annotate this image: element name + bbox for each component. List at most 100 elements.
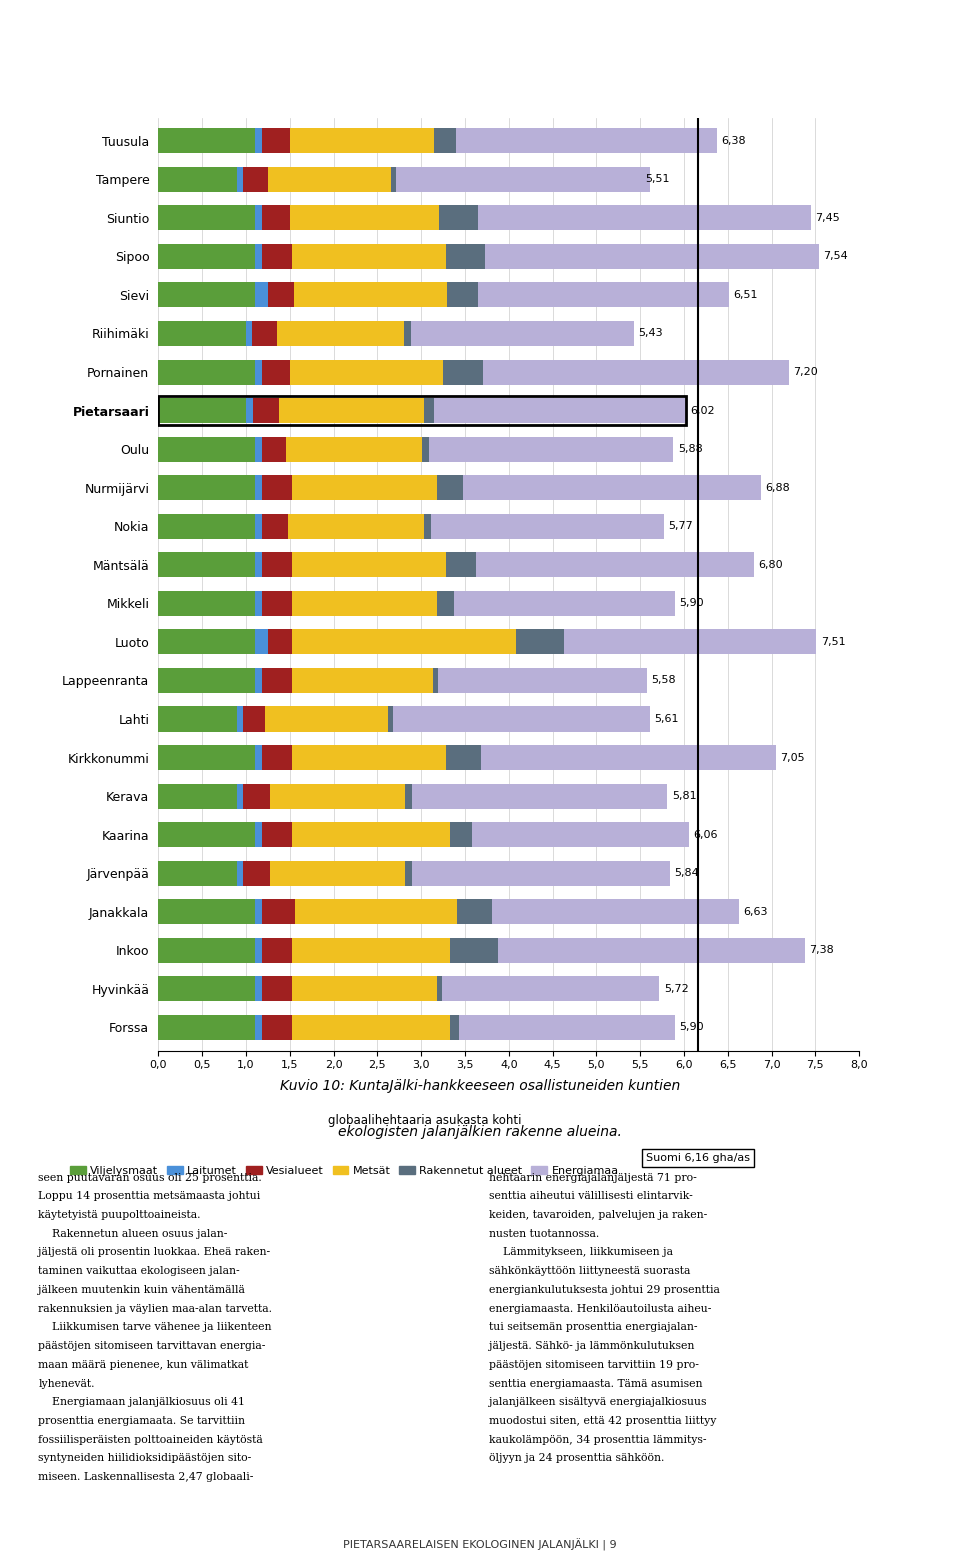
Bar — [288, 514, 423, 539]
Bar — [413, 861, 670, 886]
Bar — [158, 321, 246, 347]
Bar — [244, 784, 270, 809]
Text: 5,61: 5,61 — [654, 713, 679, 724]
Bar — [268, 629, 293, 654]
Bar — [437, 591, 454, 616]
Bar — [246, 321, 252, 347]
Text: ekologisten jalanjälkien rakenne alueina.: ekologisten jalanjälkien rakenne alueina… — [338, 1126, 622, 1140]
Bar — [293, 591, 437, 616]
Bar — [293, 475, 437, 500]
Bar — [290, 129, 434, 154]
Bar — [158, 1014, 254, 1040]
Bar — [158, 245, 254, 270]
Bar — [253, 398, 279, 423]
Bar — [394, 707, 650, 732]
Bar — [158, 552, 254, 577]
Bar — [158, 745, 254, 770]
Bar — [158, 205, 254, 230]
Bar — [158, 668, 254, 693]
Text: 5,81: 5,81 — [672, 792, 696, 801]
Bar — [158, 977, 254, 1002]
Bar — [293, 552, 445, 577]
Legend: Viljelysmaat, Laitumet, Vesialueet, Metsät, Rakennetut alueet, Energiamaa: Viljelysmaat, Laitumet, Vesialueet, Mets… — [66, 1162, 623, 1181]
Bar — [450, 1014, 459, 1040]
Bar — [478, 282, 729, 307]
Bar — [405, 861, 413, 886]
Bar — [158, 514, 254, 539]
Bar — [444, 359, 483, 384]
Bar — [262, 359, 290, 384]
Text: muodostui siten, että 42 prosenttia liittyy: muodostui siten, että 42 prosenttia liit… — [489, 1416, 716, 1425]
Text: päästöjen sitomiseen tarvittiin 19 pro-: päästöjen sitomiseen tarvittiin 19 pro- — [489, 1359, 699, 1370]
Bar — [276, 321, 404, 347]
Text: prosenttia energiamaata. Se tarvittiin: prosenttia energiamaata. Se tarvittiin — [38, 1416, 246, 1425]
Bar — [158, 822, 254, 847]
Bar — [262, 822, 293, 847]
Text: sähkönkäyttöön liittyneestä suorasta: sähkönkäyttöön liittyneestä suorasta — [489, 1267, 690, 1276]
Text: Energiamaan jalanjälkiosuus oli 41: Energiamaan jalanjälkiosuus oli 41 — [38, 1397, 246, 1406]
Bar — [237, 166, 244, 191]
Text: 5,51: 5,51 — [645, 174, 670, 185]
Text: 5,43: 5,43 — [638, 328, 663, 339]
Text: 7,51: 7,51 — [821, 637, 846, 648]
Bar — [443, 977, 660, 1002]
Bar — [262, 475, 293, 500]
Bar — [403, 321, 411, 347]
Bar — [464, 475, 761, 500]
Text: 7,20: 7,20 — [794, 367, 818, 376]
Bar — [158, 397, 685, 425]
Bar — [254, 359, 262, 384]
Bar — [293, 629, 516, 654]
Bar — [252, 321, 276, 347]
Bar — [244, 707, 265, 732]
Bar — [254, 591, 262, 616]
Text: kaukolämpöön, 34 prosenttia lämmitys-: kaukolämpöön, 34 prosenttia lämmitys- — [489, 1435, 707, 1444]
Bar — [158, 707, 237, 732]
Bar — [445, 552, 476, 577]
Text: maan määrä pienenee, kun välimatkat: maan määrä pienenee, kun välimatkat — [38, 1359, 249, 1370]
Bar — [481, 745, 776, 770]
Text: nusten tuotannossa.: nusten tuotannossa. — [489, 1229, 599, 1239]
Bar — [295, 898, 457, 924]
Text: miseen. Laskennallisesta 2,47 globaali-: miseen. Laskennallisesta 2,47 globaali- — [38, 1472, 253, 1482]
Bar — [254, 745, 262, 770]
Text: jäljestä. Sähkö- ja lämmönkulutuksen: jäljestä. Sähkö- ja lämmönkulutuksen — [489, 1341, 694, 1352]
Text: 6,51: 6,51 — [733, 290, 757, 299]
Bar — [158, 784, 237, 809]
Bar — [293, 938, 450, 963]
Bar — [158, 129, 254, 154]
Text: Lämmitykseen, liikkumiseen ja: Lämmitykseen, liikkumiseen ja — [489, 1248, 673, 1258]
Bar — [472, 822, 689, 847]
Text: tui seitsemän prosenttia energiajalan-: tui seitsemän prosenttia energiajalan- — [489, 1322, 697, 1333]
Text: öljyyn ja 24 prosenttia sähköön.: öljyyn ja 24 prosenttia sähköön. — [489, 1454, 664, 1463]
Text: 5,90: 5,90 — [680, 599, 705, 608]
Bar — [478, 205, 811, 230]
Bar — [262, 668, 293, 693]
Bar — [246, 398, 253, 423]
Bar — [262, 436, 286, 461]
Bar — [237, 707, 244, 732]
Bar — [262, 1014, 293, 1040]
Bar — [293, 1014, 450, 1040]
Bar — [254, 245, 262, 270]
Bar — [445, 745, 481, 770]
Bar — [254, 898, 262, 924]
Text: 6,38: 6,38 — [722, 136, 746, 146]
Text: senttia aiheutui välillisesti elintarvik-: senttia aiheutui välillisesti elintarvik… — [489, 1192, 692, 1201]
Text: hehtaarin energiajalanjäljestä 71 pro-: hehtaarin energiajalanjäljestä 71 pro- — [489, 1173, 697, 1182]
Bar — [158, 166, 237, 191]
Bar — [237, 861, 244, 886]
Text: 6,63: 6,63 — [744, 906, 768, 917]
Bar — [262, 552, 293, 577]
Bar — [445, 245, 485, 270]
Bar — [447, 282, 478, 307]
Text: 6,88: 6,88 — [765, 483, 790, 492]
Bar — [290, 205, 439, 230]
Text: Loppu 14 prosenttia metsämaasta johtui: Loppu 14 prosenttia metsämaasta johtui — [38, 1192, 261, 1201]
Bar — [254, 977, 262, 1002]
Bar — [388, 707, 394, 732]
Text: 6,02: 6,02 — [690, 406, 715, 416]
Bar — [492, 898, 739, 924]
Bar — [262, 129, 290, 154]
Text: rakennuksien ja väylien maa-alan tarvetta.: rakennuksien ja väylien maa-alan tarvett… — [38, 1303, 273, 1314]
